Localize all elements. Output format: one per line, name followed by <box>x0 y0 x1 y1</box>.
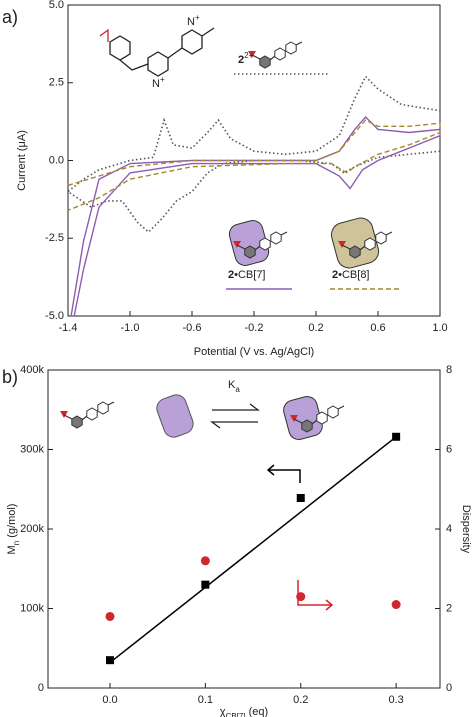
data-point <box>200 556 210 566</box>
x-tick-label: 0.6 <box>370 322 385 334</box>
y-axis-label: Mn (g/mol) <box>6 504 21 555</box>
equilibrium-constant: Ka <box>228 379 240 394</box>
right-axis-arrow <box>297 580 334 611</box>
panel-label: b) <box>2 367 18 387</box>
text-part: CB[7] <box>226 712 246 717</box>
methyl-group <box>201 27 215 37</box>
y-tick-label: -5.0 <box>45 310 64 322</box>
y2-tick-label: 4 <box>446 523 452 535</box>
text-part: a <box>235 385 240 394</box>
text-part: N <box>187 16 195 28</box>
text-part: M <box>6 545 18 554</box>
data-point <box>105 656 114 665</box>
x-tick-label: -0.2 <box>245 322 264 334</box>
y2-tick-label: 0 <box>446 682 452 694</box>
text-part: 2 <box>228 269 234 281</box>
cb7-icon <box>156 394 194 438</box>
y-tick-label: 100k <box>20 602 44 614</box>
legend-label: 2•CB[8] <box>332 269 370 281</box>
benzene-ring <box>109 35 131 61</box>
complex-icon <box>283 396 344 440</box>
left-axis-arrow <box>266 464 301 483</box>
cb7-complex-icon <box>228 220 287 266</box>
data-point <box>391 600 401 610</box>
cv-curve <box>70 115 441 317</box>
text-part: N <box>152 78 160 90</box>
x-tick-label: -0.6 <box>183 322 202 334</box>
biaryl-bond <box>167 47 183 59</box>
y-tick-label: 300k <box>20 443 44 455</box>
molecule-icon <box>248 42 302 68</box>
data-point <box>296 493 305 502</box>
y2-tick-label: 8 <box>446 364 452 376</box>
monomer-icon <box>60 402 114 428</box>
y-axis-label: Current (μA) <box>16 130 28 191</box>
vinyl-group <box>99 28 109 42</box>
equilibrium-arrows <box>210 403 260 429</box>
x-tick-label: -1.4 <box>59 322 78 334</box>
text-part: χ <box>220 706 226 717</box>
y-tick-label: 0 <box>38 682 44 694</box>
y2-axis-label: Dispersity <box>460 505 472 554</box>
x-tick-label: 1.0 <box>432 322 447 334</box>
decorations <box>60 27 392 611</box>
text-part: K <box>228 379 236 391</box>
pyridinium-ring <box>181 29 203 55</box>
panel-label: a) <box>2 7 18 27</box>
y-tick-label: 400k <box>20 364 44 376</box>
data-point <box>201 580 210 589</box>
y-tick-label: 2.5 <box>49 77 64 89</box>
cb8-complex-icon <box>330 217 392 269</box>
cv-curve <box>66 75 441 234</box>
chemical-structure <box>99 27 215 77</box>
x-axis-label: Potential (V vs. Ag/AgCl) <box>194 346 314 358</box>
x-tick-label: 0.1 <box>198 694 213 706</box>
atom-label: N+ <box>187 13 200 28</box>
cv-curve <box>67 119 441 211</box>
x-tick-label: 0.3 <box>388 694 403 706</box>
trend-line <box>109 436 397 664</box>
y2-tick-label: 2 <box>446 602 452 614</box>
y-tick-label: -2.5 <box>45 232 64 244</box>
text-part: 2+ <box>244 51 253 60</box>
y-tick-label: 5.0 <box>49 0 64 11</box>
data-point <box>296 592 306 602</box>
x-tick-label: 0.2 <box>293 694 308 706</box>
pyridinium-ring <box>147 51 169 77</box>
text-part: 2 <box>238 54 244 66</box>
data-point <box>392 432 401 441</box>
text-part: •CB[8] <box>338 269 369 281</box>
data-point <box>105 611 115 621</box>
x-tick-label: -1.0 <box>121 322 140 334</box>
legend-label: 22+ <box>238 51 254 66</box>
text-part: (eq) <box>246 706 269 717</box>
text-part: 2 <box>332 269 338 281</box>
y2-tick-label: 6 <box>446 443 452 455</box>
y-tick-label: 200k <box>20 523 44 535</box>
text-part: + <box>160 75 165 84</box>
methylene-link <box>119 59 149 71</box>
text-part: •CB[7] <box>234 269 265 281</box>
text-part: + <box>195 13 200 22</box>
legend-label: 2•CB[7] <box>228 269 266 281</box>
y-tick-label: 0.0 <box>49 154 64 166</box>
plot-frame <box>47 369 441 689</box>
text-part: n <box>12 541 21 545</box>
x-tick-label: 0.0 <box>102 694 117 706</box>
x-axis-label: χCB[7] (eq) <box>220 706 268 717</box>
x-tick-label: 0.2 <box>308 322 323 334</box>
text-part: (g/mol) <box>6 504 18 541</box>
atom-label: N+ <box>152 75 165 90</box>
